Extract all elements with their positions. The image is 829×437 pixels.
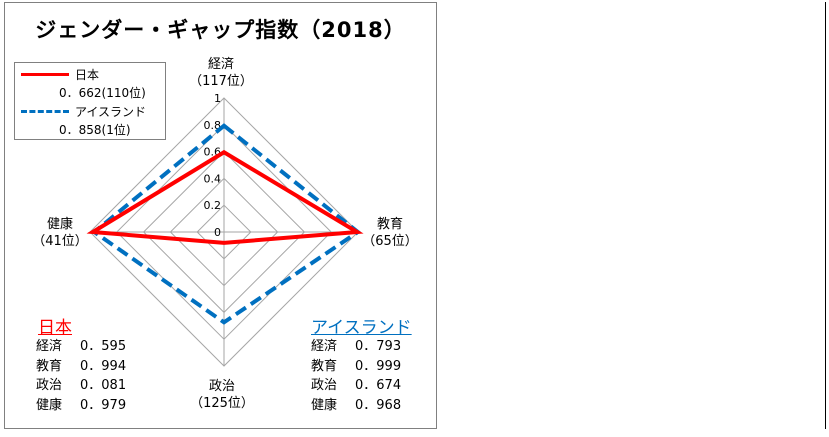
table-key: 経済 xyxy=(36,339,63,355)
table-row: 政治 0．674 xyxy=(311,374,401,394)
table-key: 健康 xyxy=(311,397,338,413)
table-key: 経済 xyxy=(311,339,338,355)
table-key: 健康 xyxy=(36,397,63,413)
table-value: 0．968 xyxy=(355,397,402,413)
japan-value-table: 経済 0．595 教育 0．994 政治 0．081 健康 0．979 xyxy=(36,335,126,413)
table-row: 健康 0．979 xyxy=(36,394,126,414)
table-key: 政治 xyxy=(311,378,338,394)
axis-label-health: 健康 （41位） xyxy=(30,216,90,250)
japan-table-title: 日本 xyxy=(38,318,72,338)
axis-rank: （125位） xyxy=(190,396,254,411)
axis-name: 健康 xyxy=(46,217,73,232)
axis-rank: （41位） xyxy=(32,234,88,249)
legend-value-iceland: 0．858(1位) xyxy=(59,123,131,137)
table-value: 0．979 xyxy=(80,397,127,413)
table-row: 教育 0．994 xyxy=(36,355,126,375)
divider-line xyxy=(825,2,826,429)
axis-rank: （117位） xyxy=(189,74,253,89)
axis-name: 政治 xyxy=(208,379,235,394)
axis-rank: （65位） xyxy=(362,234,418,249)
table-value: 0．674 xyxy=(355,378,402,394)
tick-label: 0 xyxy=(214,226,221,239)
table-key: 政治 xyxy=(36,378,63,394)
table-value: 0．081 xyxy=(80,378,127,394)
axis-name: 教育 xyxy=(376,217,403,232)
table-value: 0．595 xyxy=(80,339,127,355)
tick-label: 0.8 xyxy=(204,119,222,132)
tick-label: 0.2 xyxy=(204,199,222,212)
table-row: 経済 0．595 xyxy=(36,335,126,355)
axis-name: 経済 xyxy=(207,57,234,72)
table-row: 健康 0．968 xyxy=(311,394,401,414)
legend-name-japan: 日本 xyxy=(75,68,100,82)
table-value: 0．793 xyxy=(355,339,402,355)
iceland-table-title: アイスランド xyxy=(311,318,412,338)
tick-label: 1 xyxy=(214,92,221,105)
table-row: 教育 0．999 xyxy=(311,355,401,375)
axis-label-education: 教育 （65位） xyxy=(360,216,420,250)
series-line-japan xyxy=(86,149,364,245)
axis-label-politics: 政治 （125位） xyxy=(186,378,258,412)
radar-series xyxy=(86,123,364,325)
chart-legend: 日本 0．662(110位) アイスランド 0．858(1位) xyxy=(14,62,166,140)
table-row: 経済 0．793 xyxy=(311,335,401,355)
legend-swatch-iceland xyxy=(21,110,69,113)
legend-swatch-japan xyxy=(21,73,69,76)
tick-label: 0.4 xyxy=(204,172,222,185)
legend-name-iceland: アイスランド xyxy=(75,105,147,119)
table-value: 0．994 xyxy=(80,358,127,374)
table-value: 0．999 xyxy=(355,358,402,374)
table-row: 政治 0．081 xyxy=(36,374,126,394)
chart-title: ジェンダー・ギャップ指数（2018） xyxy=(35,18,406,42)
table-key: 教育 xyxy=(311,358,338,374)
table-key: 教育 xyxy=(36,358,63,374)
iceland-value-table: 経済 0．793 教育 0．999 政治 0．674 健康 0．968 xyxy=(311,335,401,413)
legend-value-japan: 0．662(110位) xyxy=(59,86,146,100)
axis-label-economy: 経済 （117位） xyxy=(189,56,253,90)
series-line-iceland xyxy=(90,123,362,325)
